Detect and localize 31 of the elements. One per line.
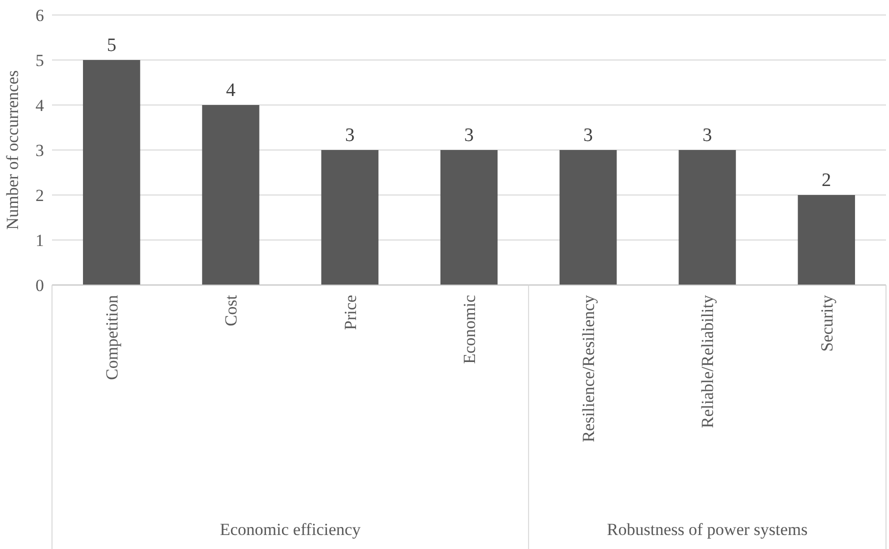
y-tick-label: 2 — [36, 186, 44, 205]
x-tick-label: Economic — [460, 294, 479, 364]
bar — [82, 60, 140, 285]
y-tick-label: 1 — [36, 230, 44, 250]
y-tick-label: 6 — [36, 6, 44, 25]
data-label: 5 — [106, 35, 116, 56]
data-label: 3 — [345, 125, 355, 146]
x-tick-label: Reliable/Reliability — [698, 294, 718, 428]
x-tick-label: Resilience/Resiliency — [579, 294, 598, 442]
bar — [321, 150, 378, 285]
y-tick-label: 5 — [36, 50, 44, 70]
x-tick-label: Price — [340, 295, 360, 330]
bar — [678, 150, 736, 285]
text: Robustness of power systems — [606, 520, 808, 539]
x-tick-label: Competition — [102, 294, 122, 380]
data-label: 3 — [464, 125, 474, 146]
bar — [560, 150, 617, 285]
data-label: 2 — [822, 170, 832, 191]
data-label: 4 — [226, 80, 236, 101]
y-tick-label: 0 — [36, 276, 44, 295]
bar — [440, 150, 498, 285]
bar — [798, 195, 856, 285]
x-tick-label: Security — [817, 294, 836, 352]
y-tick-label: 4 — [36, 96, 44, 115]
data-label: 3 — [583, 125, 593, 146]
data-label: 3 — [702, 125, 712, 146]
y-tick-label: 3 — [36, 140, 44, 160]
bar — [202, 105, 260, 285]
x-tick-label: Cost — [222, 294, 241, 326]
text: Economic efficiency — [220, 520, 362, 539]
y-axis-title: Number of occurrences — [3, 70, 22, 230]
